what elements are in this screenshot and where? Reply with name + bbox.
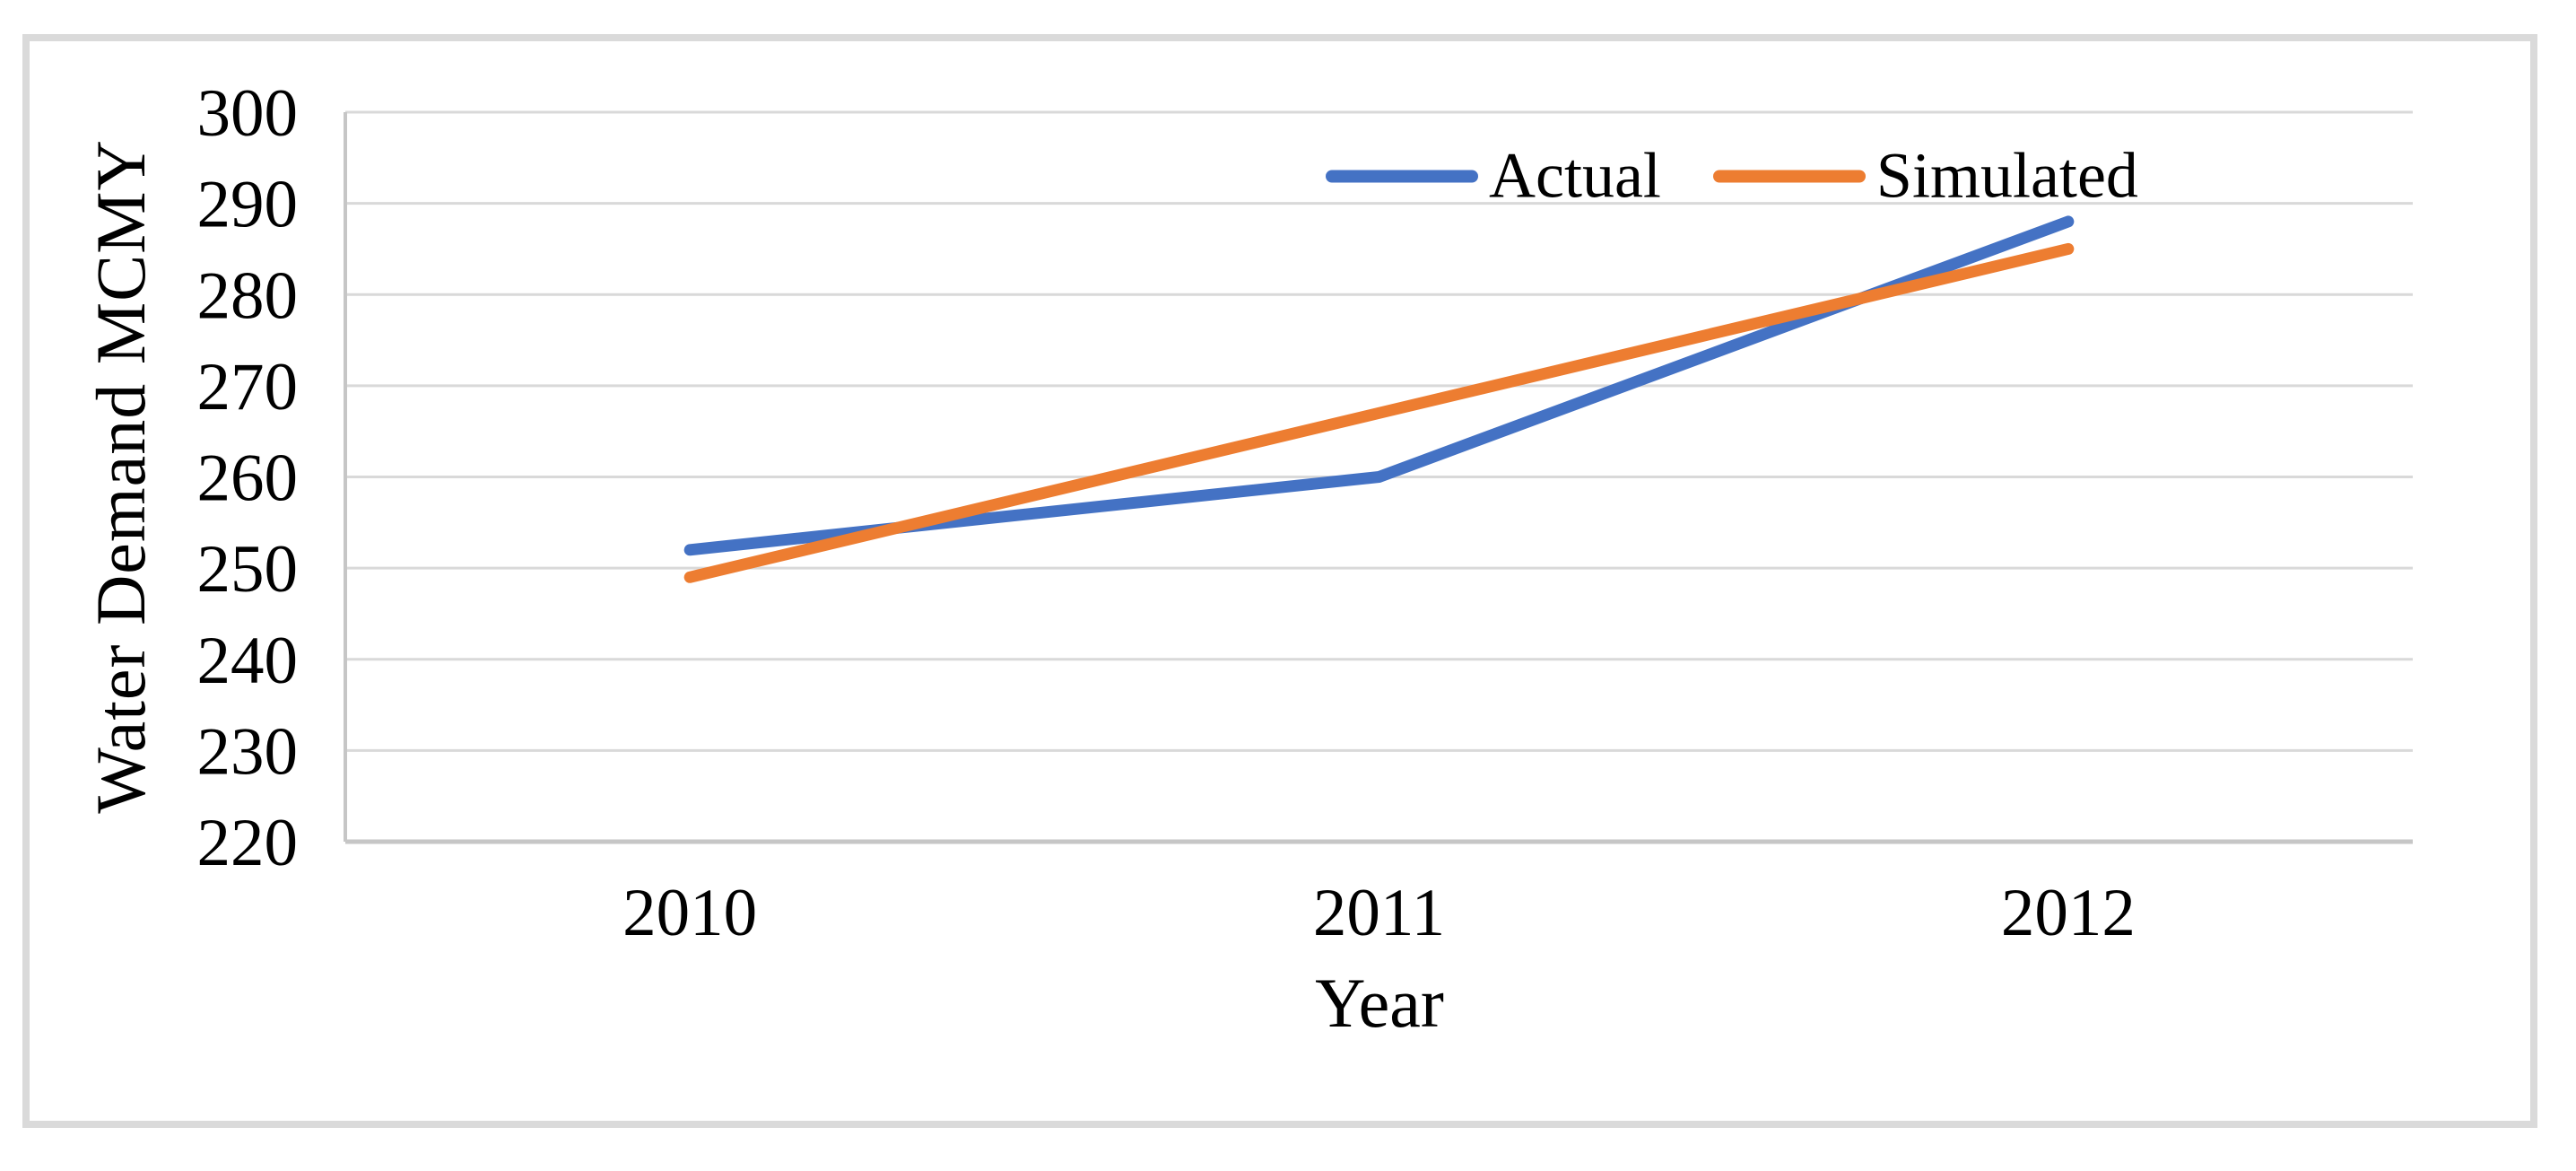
y-tick-label: 250 xyxy=(197,532,299,607)
series-line-simulated xyxy=(683,242,2075,583)
y-tick-label: 220 xyxy=(197,806,299,880)
legend-label-actual: Actual xyxy=(1489,139,1661,212)
y-tick-label: 230 xyxy=(197,714,299,789)
x-tick-label: 2012 xyxy=(2001,876,2136,950)
y-tick-label: 260 xyxy=(197,441,299,516)
legend-label-simulated: Simulated xyxy=(1875,139,2138,212)
legend: Actual Simulated xyxy=(1326,139,2138,214)
legend-item-simulated: Simulated xyxy=(1712,139,2138,214)
chart-frame xyxy=(22,34,2537,1128)
x-tick-label: 2010 xyxy=(622,876,757,950)
x-axis-title: Year xyxy=(1315,964,1444,1042)
x-tick-label: 2011 xyxy=(1313,876,1445,950)
y-tick-label: 280 xyxy=(197,258,299,333)
y-tick-label: 300 xyxy=(197,76,299,151)
y-tick-label: 270 xyxy=(197,350,299,424)
legend-swatch-actual xyxy=(1326,170,1478,182)
y-tick-label: 290 xyxy=(197,168,299,242)
y-tick-label: 240 xyxy=(197,624,299,698)
legend-swatch-simulated xyxy=(1712,170,1866,182)
legend-item-actual: Actual xyxy=(1326,139,1661,214)
y-axis-title: Water Demand MCMY xyxy=(82,139,160,814)
